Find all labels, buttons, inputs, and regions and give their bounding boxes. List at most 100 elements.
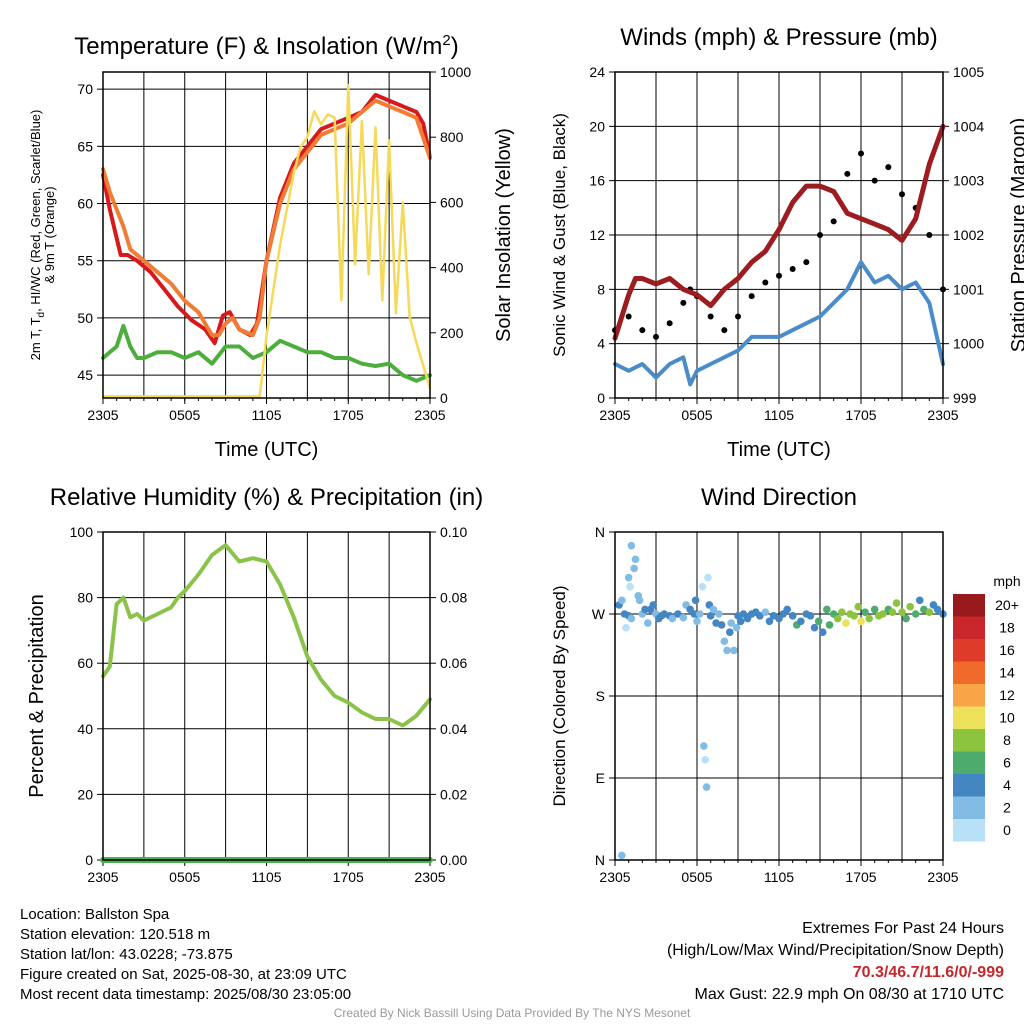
- gust-point: [625, 313, 632, 320]
- wind-direction-point: [911, 610, 920, 618]
- y-tick-label-left: 80: [77, 590, 93, 606]
- y-axis-label-right: Station Pressure (Maroon): [1008, 118, 1024, 353]
- wind-direction-point: [709, 605, 718, 614]
- x-tick-label: 2305: [87, 869, 118, 885]
- gust-point: [830, 218, 837, 225]
- y-axis-label-left-line2: & 9m T (Orange): [42, 186, 57, 283]
- colorbar-swatch: [953, 774, 985, 797]
- wind-direction-point: [797, 617, 805, 626]
- colorbar-label: 10: [999, 710, 1015, 726]
- wind-direction-point: [698, 582, 707, 591]
- y-tick-label-left: 60: [77, 655, 93, 671]
- chart-panel-1: Temperature (F) & Insolation (W/m2) 2305 0…: [28, 32, 515, 461]
- wind-direction-point: [730, 646, 738, 655]
- y-tick-label-left: 24: [589, 64, 605, 80]
- wind-direction-point: [765, 617, 774, 626]
- x-tick-label: 2305: [87, 407, 118, 423]
- colorbar-label: 18: [999, 620, 1015, 636]
- wind-direction-point: [626, 582, 634, 591]
- series-line-sonic-wind: [613, 260, 945, 387]
- x-tick-label: 1705: [333, 869, 364, 885]
- colorbar-swatch: [953, 639, 985, 662]
- wind-direction-point: [925, 608, 934, 616]
- gust-point: [666, 320, 673, 327]
- wind-direction-point: [933, 605, 942, 614]
- wind-direction-point: [668, 614, 677, 623]
- y-tick-label-left: 20: [77, 786, 93, 802]
- y-tick-label-left: 0: [597, 390, 605, 406]
- y-tick-label-right: 1001: [953, 281, 984, 297]
- colorbar-swatch: [953, 594, 985, 617]
- y-tick-label-right: 0.08: [440, 590, 467, 606]
- x-tick-label: 1105: [251, 869, 281, 885]
- wind-direction-point: [898, 608, 906, 616]
- colorbar-label: 0: [1003, 822, 1011, 838]
- y-tick-label-right: 600: [440, 194, 464, 210]
- x-tick-label: 1705: [845, 869, 876, 885]
- wind-direction-point: [823, 605, 831, 614]
- series-line-rh: [101, 543, 432, 728]
- gust-point: [680, 299, 687, 306]
- colorbar-swatch: [953, 616, 985, 639]
- y-tick-label-right: 1004: [953, 118, 984, 134]
- colorbar-swatch: [953, 751, 985, 774]
- extremes-values: 70.3/46.7/11.6/0/-999: [852, 964, 1004, 981]
- wind-direction-point: [870, 605, 879, 614]
- wind-direction-point: [833, 614, 842, 623]
- wind-direction-point: [915, 596, 924, 605]
- x-tick-label: 1105: [764, 407, 794, 423]
- wind-direction-point: [630, 564, 638, 573]
- wind-direction-point: [649, 601, 658, 609]
- x-tick-label: 2305: [599, 869, 630, 885]
- x-tick-label: 1705: [845, 407, 876, 423]
- plot-frame: [102, 531, 431, 861]
- x-tick-label: 0505: [681, 407, 712, 423]
- colorbar-swatch: [953, 661, 985, 684]
- y-tick-label-left: N: [595, 524, 605, 540]
- colorbar-swatch: [953, 819, 985, 842]
- latlon-text: Station lat/lon: 43.0228; -73.875: [20, 946, 233, 963]
- wind-direction-point: [892, 599, 901, 607]
- plot-frame: [614, 71, 944, 399]
- gust-point: [844, 170, 851, 177]
- y-tick-label-left: 60: [77, 196, 93, 212]
- gust-point: [899, 191, 905, 198]
- gust-point: [926, 232, 933, 238]
- y-tick-label-left: 12: [589, 227, 605, 243]
- y-tick-label-right: 0.00: [440, 852, 467, 868]
- chart-title: Temperature (F) & Insolation (W/m2): [74, 32, 458, 60]
- y-tick-label-right: 0: [440, 390, 448, 406]
- colorbar-swatch: [953, 729, 985, 752]
- elevation-text: Station elevation: 120.518 m: [20, 926, 211, 943]
- colorbar-swatch: [953, 684, 985, 707]
- gust-point: [858, 150, 864, 157]
- wind-direction-point: [717, 621, 726, 629]
- y-tick-label-left: 16: [589, 173, 605, 189]
- y-axis-label-left: Sonic Wind & Gust (Blue, Black): [550, 113, 569, 357]
- x-tick-label: 1105: [251, 407, 281, 423]
- colorbar-swatch: [953, 706, 985, 729]
- wind-direction-point: [624, 573, 633, 582]
- y-tick-label-right: 1005: [953, 64, 984, 80]
- y-tick-label-left: S: [596, 688, 605, 704]
- wind-direction-point: [679, 613, 688, 622]
- wind-direction-point: [635, 596, 644, 605]
- gust-point: [653, 333, 659, 340]
- x-tick-label: 0505: [169, 869, 200, 885]
- y-tick-label-left: 70: [77, 81, 93, 97]
- created-text: Figure created on Sat, 2025-08-30, at 23…: [20, 966, 347, 983]
- y-axis-label-left: Direction (Colored By Speed): [550, 585, 569, 806]
- y-tick-label-right: 400: [440, 260, 464, 276]
- wind-direction-point: [618, 596, 626, 605]
- extremes-title: Extremes For Past 24 Hours: [802, 920, 1004, 937]
- y-tick-label-right: 1002: [953, 227, 984, 243]
- wind-direction-point: [627, 614, 636, 623]
- wind-direction-point: [756, 612, 764, 620]
- colorbar-label: 2: [1003, 800, 1011, 816]
- wind-direction-point: [879, 610, 887, 618]
- plot-frame: [614, 531, 944, 861]
- wind-direction-point: [902, 614, 910, 623]
- x-tick-label: 1105: [764, 869, 794, 885]
- gust-point: [817, 232, 823, 238]
- y-tick-label-left: 50: [77, 310, 93, 326]
